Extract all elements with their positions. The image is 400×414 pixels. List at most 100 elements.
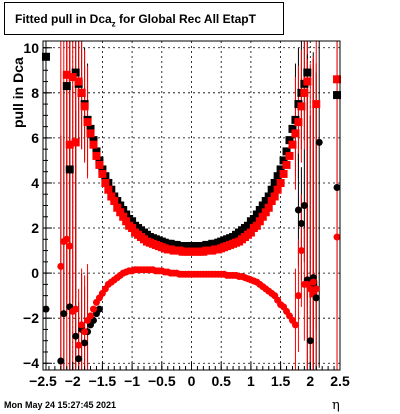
square-marker: [279, 156, 288, 165]
square-marker: [297, 102, 306, 111]
circle-marker: [306, 285, 314, 293]
square-marker: [279, 169, 288, 178]
circle-marker: [89, 305, 97, 313]
square-marker: [83, 118, 92, 127]
y-tick-label: −2: [23, 310, 39, 326]
square-marker: [267, 196, 276, 205]
y-axis-label: pull in Dca: [10, 57, 26, 128]
y-tick-label: 10: [23, 40, 39, 56]
square-marker: [276, 165, 285, 174]
circle-marker: [309, 278, 317, 286]
x-tick-label: −0.5: [148, 373, 176, 389]
y-tick-label: 6: [31, 130, 39, 146]
y-tick-label: −4: [23, 355, 39, 371]
square-marker: [333, 75, 342, 84]
x-tick-label: 1: [247, 373, 255, 389]
circle-marker: [297, 247, 305, 255]
square-marker: [104, 185, 113, 194]
square-marker: [128, 217, 137, 226]
square-marker: [273, 172, 282, 181]
title-main: Fitted pull in Dca: [15, 12, 112, 26]
x-tick-label: 0: [188, 373, 196, 389]
square-marker: [71, 68, 80, 77]
circle-marker: [294, 206, 302, 214]
square-marker: [77, 88, 86, 97]
data-markers: [41, 52, 342, 365]
circle-marker: [312, 285, 320, 293]
circle-marker: [60, 310, 68, 318]
square-marker: [62, 82, 71, 91]
y-tick-label: 2: [31, 220, 39, 236]
square-marker: [249, 215, 258, 224]
square-marker: [285, 151, 294, 160]
circle-marker: [57, 357, 65, 365]
square-marker: [98, 169, 107, 178]
square-marker: [128, 224, 137, 233]
square-marker: [122, 217, 131, 226]
square-marker: [282, 160, 291, 169]
tick-labels: −2.5 −2 −1.5 −1 −0.5 0 0.5 1 1.5 2 2.5 −4 −2 0 2 4 6 8 10: [23, 40, 350, 389]
circle-marker: [333, 233, 341, 241]
title-box: Fitted pull in Dcaz for Global Rec All E…: [4, 2, 284, 35]
square-marker: [285, 136, 294, 145]
circle-marker: [333, 183, 341, 191]
x-axis-label: η: [332, 398, 340, 413]
circle-marker: [42, 305, 50, 313]
circle-marker: [81, 339, 89, 347]
square-marker: [41, 52, 50, 61]
square-marker: [65, 140, 74, 149]
axis-ticks: [42, 47, 341, 370]
square-marker: [89, 136, 98, 145]
square-marker: [309, 289, 318, 298]
square-marker: [246, 228, 255, 237]
circle-marker: [78, 321, 86, 329]
square-marker: [291, 129, 300, 138]
square-marker: [312, 100, 321, 109]
square-marker: [303, 77, 312, 86]
x-tick-label: 1.5: [271, 373, 291, 389]
square-marker: [288, 140, 297, 149]
square-marker: [267, 185, 276, 194]
circle-marker: [315, 138, 323, 146]
square-marker: [107, 192, 116, 201]
square-marker: [89, 140, 98, 149]
square-marker: [80, 102, 89, 111]
square-marker: [282, 147, 291, 156]
circle-marker: [294, 292, 302, 300]
square-marker: [300, 88, 309, 97]
square-marker: [261, 196, 270, 205]
circle-marker: [291, 321, 299, 329]
square-marker: [68, 73, 77, 82]
circle-marker: [57, 262, 65, 270]
square-marker: [110, 196, 119, 205]
x-tick-label: −1.5: [89, 373, 117, 389]
x-tick-label: 0.5: [211, 373, 231, 389]
square-marker: [261, 208, 270, 217]
square-marker: [71, 138, 80, 147]
x-tick-label: 2.5: [330, 373, 350, 389]
circle-marker: [95, 305, 103, 313]
square-marker: [270, 192, 279, 201]
circle-marker: [66, 242, 74, 250]
x-tick-label: −2.5: [29, 373, 57, 389]
title-rest: for Global Rec All EtapT: [115, 12, 256, 26]
square-marker: [252, 210, 261, 219]
square-marker: [92, 151, 101, 160]
square-marker: [101, 178, 110, 187]
circle-marker: [72, 332, 80, 340]
square-marker: [264, 203, 273, 212]
circle-marker: [63, 235, 71, 243]
x-tick-label: −1: [124, 373, 140, 389]
square-marker: [98, 165, 107, 174]
square-marker: [62, 70, 71, 79]
square-marker: [86, 129, 95, 138]
x-tick-label: −2: [65, 373, 81, 389]
square-marker: [116, 208, 125, 217]
square-marker: [264, 192, 273, 201]
square-marker: [303, 68, 312, 77]
square-marker: [273, 185, 282, 194]
square-marker: [252, 221, 261, 230]
square-marker: [92, 147, 101, 156]
y-tick-label: 4: [31, 175, 39, 191]
